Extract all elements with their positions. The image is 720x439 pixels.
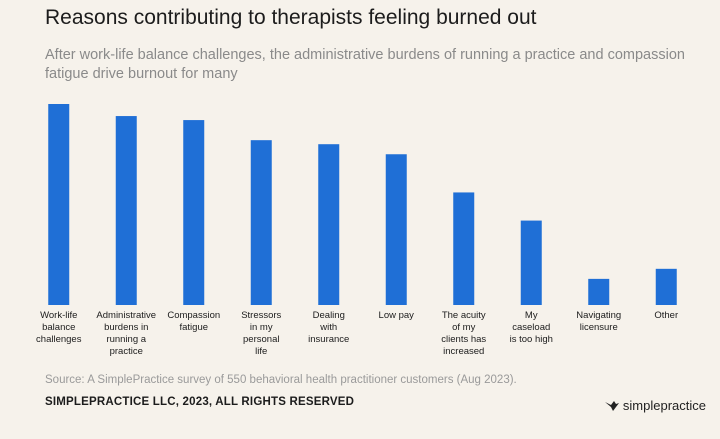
category-label-9: Navigating licensure	[576, 310, 621, 333]
category-label-2: Administrative burdens in running a practic…	[96, 310, 156, 357]
bar-9	[588, 278, 610, 305]
bar-2	[115, 116, 137, 305]
category-label-3: Compassion fatigue	[167, 310, 220, 333]
category-label-7: The acuity of my clients has increased	[441, 310, 486, 357]
hummingbird-icon	[604, 400, 619, 411]
category-label-1: Work-life balance challenges	[36, 310, 82, 345]
bar-6	[385, 154, 407, 305]
bar-8	[520, 220, 542, 305]
bar-10	[655, 268, 677, 305]
category-labels: Work-life balance challenges Administrative…	[36, 310, 678, 357]
bar-5	[318, 144, 340, 305]
copyright-text: SIMPLEPRACTICE LLC, 2023, ALL RIGHTS RES…	[45, 396, 355, 408]
chart-title: Reasons contributing to therapists feeli…	[45, 6, 537, 29]
brand-name: simplepractice	[622, 398, 706, 413]
category-label-6: Low pay	[379, 310, 415, 321]
bar-group	[48, 104, 677, 305]
bar-1	[48, 104, 70, 305]
category-label-8: My caseload is too high	[510, 310, 553, 345]
category-label-10: Other	[654, 310, 678, 321]
chart-subtitle: After work-life balance challenges, the …	[45, 47, 685, 82]
bar-3	[183, 120, 205, 305]
bar-7	[453, 192, 475, 305]
category-label-5: Dealing with insurance	[308, 310, 349, 345]
source-note: Source: A SimplePractice survey of 550 b…	[45, 374, 517, 386]
bar-4	[250, 140, 272, 305]
bar-chart: Work-life balance challenges Administrative…	[36, 104, 678, 357]
category-label-4: Stressors in my personal life	[241, 310, 281, 357]
brand-logo: simplepractice	[604, 398, 706, 413]
